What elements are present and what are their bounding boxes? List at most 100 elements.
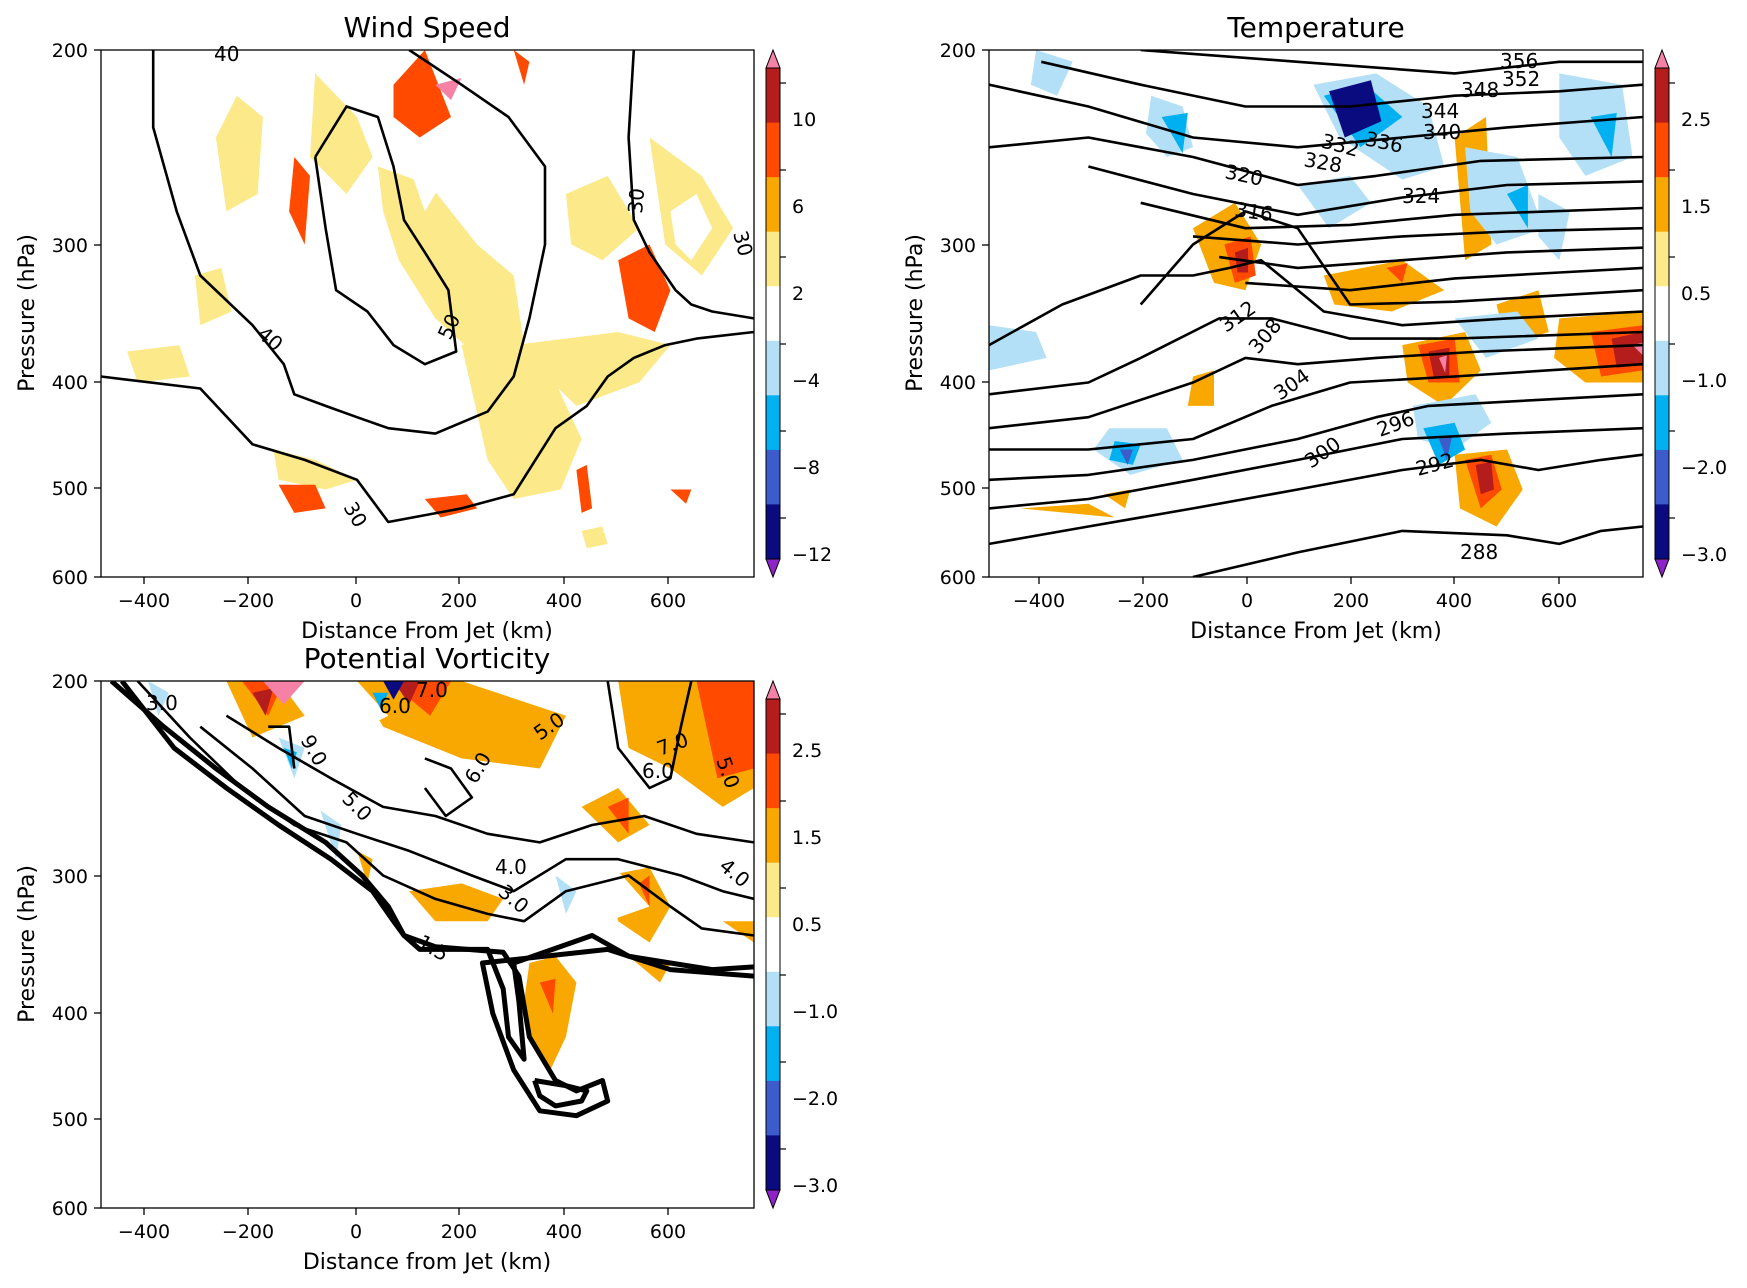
temp-colorbar-segment — [1655, 504, 1669, 560]
temp-title: Temperature — [1226, 11, 1404, 44]
temp-fill-patch — [1439, 436, 1452, 460]
pv-fill-patch — [670, 806, 734, 860]
pv-y-tick-label: 400 — [52, 1003, 88, 1025]
wind-colorbar-segment — [766, 286, 780, 342]
wind-fill-patch — [195, 267, 232, 326]
pv-y-tick-label: 500 — [52, 1109, 88, 1131]
wind-fill-patch — [289, 157, 310, 245]
pv-contour-label: 3.0 — [146, 691, 178, 715]
pv-y-axis: 200 300 400 500 600 Pressure (hPa) — [15, 671, 101, 1220]
temp-y-tick-label: 200 — [940, 40, 976, 62]
pv-fill-patch — [607, 797, 629, 834]
temp-fill-patch — [1538, 470, 1591, 527]
temp-y-tick-label: 600 — [940, 567, 976, 589]
pv-colorbar: 2.5 1.5 0.5 −1.0 −2.0 −3.0 — [765, 679, 838, 1210]
wind-colorbar: 10 6 2 −4 −8 −12 — [765, 48, 832, 579]
wind-y-tick-label: 600 — [52, 567, 88, 589]
temp-contour-line — [1192, 525, 1643, 577]
wind-colorbar-segment — [766, 177, 780, 233]
pv-x-axis: −400 −200 0 200 400 600 Distance from Je… — [118, 1208, 686, 1275]
temp-colorbar-segment — [1655, 286, 1669, 342]
pv-fill-patch — [524, 956, 577, 1070]
wind-contour-line — [151, 50, 547, 435]
temp-fill-patch — [1020, 194, 1078, 253]
wind-colorbar-tick: 2 — [792, 283, 804, 305]
pv-colorbar-tick: 2.5 — [792, 740, 822, 762]
pv-colorbar-extend-max — [765, 679, 781, 700]
wind-y-axis-label: Pressure (hPa) — [15, 234, 40, 392]
wind-x-tick-label: −200 — [222, 590, 274, 612]
temp-x-tick-label: 400 — [1436, 590, 1472, 612]
temp-colorbar-tick: 0.5 — [1681, 283, 1711, 305]
pv-fill-patch — [383, 681, 404, 700]
wind-y-tick-label: 300 — [52, 235, 88, 257]
temp-colorbar: 2.5 1.5 0.5 −1.0 −2.0 −3.0 — [1654, 48, 1727, 579]
wind-y-tick-label: 200 — [52, 40, 88, 62]
pv-colorbar-segment — [766, 971, 780, 1027]
temp-contour-label: 348 — [1461, 78, 1499, 102]
panel-temperature: Temperature 356 352 348 344 340 336 332 … — [903, 11, 1727, 644]
pv-colorbar-outline — [765, 698, 781, 1191]
wind-colorbar-segment — [766, 504, 780, 560]
wind-fill-patch — [278, 484, 326, 513]
temp-fill-patch — [1386, 263, 1408, 283]
temp-contour-line — [989, 362, 1643, 451]
wind-fill-patch — [670, 489, 692, 504]
wind-colorbar-extend-max — [765, 48, 781, 69]
wind-x-tick-label: 400 — [546, 590, 582, 612]
wind-contour-line — [313, 105, 458, 366]
pv-y-axis-label: Pressure (hPa) — [15, 865, 40, 1023]
pv-y-tick-label: 300 — [52, 866, 88, 888]
temp-colorbar-segment — [1655, 177, 1669, 233]
temp-fill-patch — [1297, 175, 1371, 229]
pv-fill-patch — [252, 688, 274, 716]
temp-fill-patch — [1590, 112, 1617, 157]
wind-fill-patch — [576, 464, 593, 513]
wind-fill-patch — [273, 449, 357, 490]
temp-contour-label: 340 — [1423, 120, 1461, 144]
pv-fill-patch — [357, 850, 373, 884]
temp-fill-patch — [1454, 311, 1539, 358]
pv-contour-line — [532, 1078, 590, 1109]
temp-x-axis-label: Distance From Jet (km) — [1190, 619, 1442, 644]
temp-line-contours — [989, 50, 1643, 577]
pv-contour-label: 4.0 — [495, 855, 527, 879]
wind-x-tick-label: 200 — [441, 590, 477, 612]
wind-colorbar-segment — [766, 395, 780, 451]
pv-colorbar-segment — [766, 917, 780, 973]
pv-colorbar-tick: −2.0 — [792, 1088, 838, 1110]
temp-contour-label: 288 — [1460, 540, 1498, 564]
temp-contour-line — [989, 317, 1643, 396]
temp-colorbar-segment — [1655, 231, 1669, 287]
pv-contour-line — [119, 681, 754, 1119]
temp-colorbar-segment — [1655, 122, 1669, 178]
temp-x-axis: −400 −200 0 200 400 600 Distance From Je… — [1013, 577, 1577, 644]
temp-contour-line — [1192, 226, 1643, 246]
wind-y-tick-label: 500 — [52, 478, 88, 500]
wind-x-axis-label: Distance From Jet (km) — [301, 619, 553, 644]
wind-colorbar-tick: −8 — [792, 457, 820, 479]
temp-frame — [988, 49, 1644, 578]
pv-contour-line — [225, 714, 754, 844]
pv-contour-line — [606, 681, 693, 790]
wind-fill-patch — [618, 244, 671, 332]
wind-contour-label: 30 — [623, 187, 649, 214]
temp-colorbar-outline — [1654, 67, 1670, 560]
temp-contour-label: 352 — [1502, 67, 1540, 91]
temp-colorbar-segment — [1655, 449, 1669, 505]
temp-y-tick-label: 300 — [940, 235, 976, 257]
wind-frame — [100, 49, 755, 578]
pv-x-tick-label: 200 — [441, 1221, 477, 1243]
temp-colorbar-tick: 2.5 — [1681, 109, 1711, 131]
pv-line-contours — [109, 681, 754, 1119]
wind-title: Wind Speed — [343, 11, 510, 44]
wind-fill-patch — [461, 332, 582, 499]
pv-contour-line — [423, 757, 474, 818]
temp-fill-patch — [1187, 370, 1214, 406]
wind-fill-patch — [513, 332, 671, 406]
temp-contour-line — [1140, 201, 1643, 230]
temp-x-tick-label: −200 — [1117, 590, 1169, 612]
temp-y-axis: 200 300 400 500 600 Pressure (hPa) — [903, 40, 989, 589]
wind-x-axis: −400 −200 0 200 400 600 Distance From Je… — [118, 577, 686, 644]
temp-fill-patch — [1025, 50, 1193, 194]
